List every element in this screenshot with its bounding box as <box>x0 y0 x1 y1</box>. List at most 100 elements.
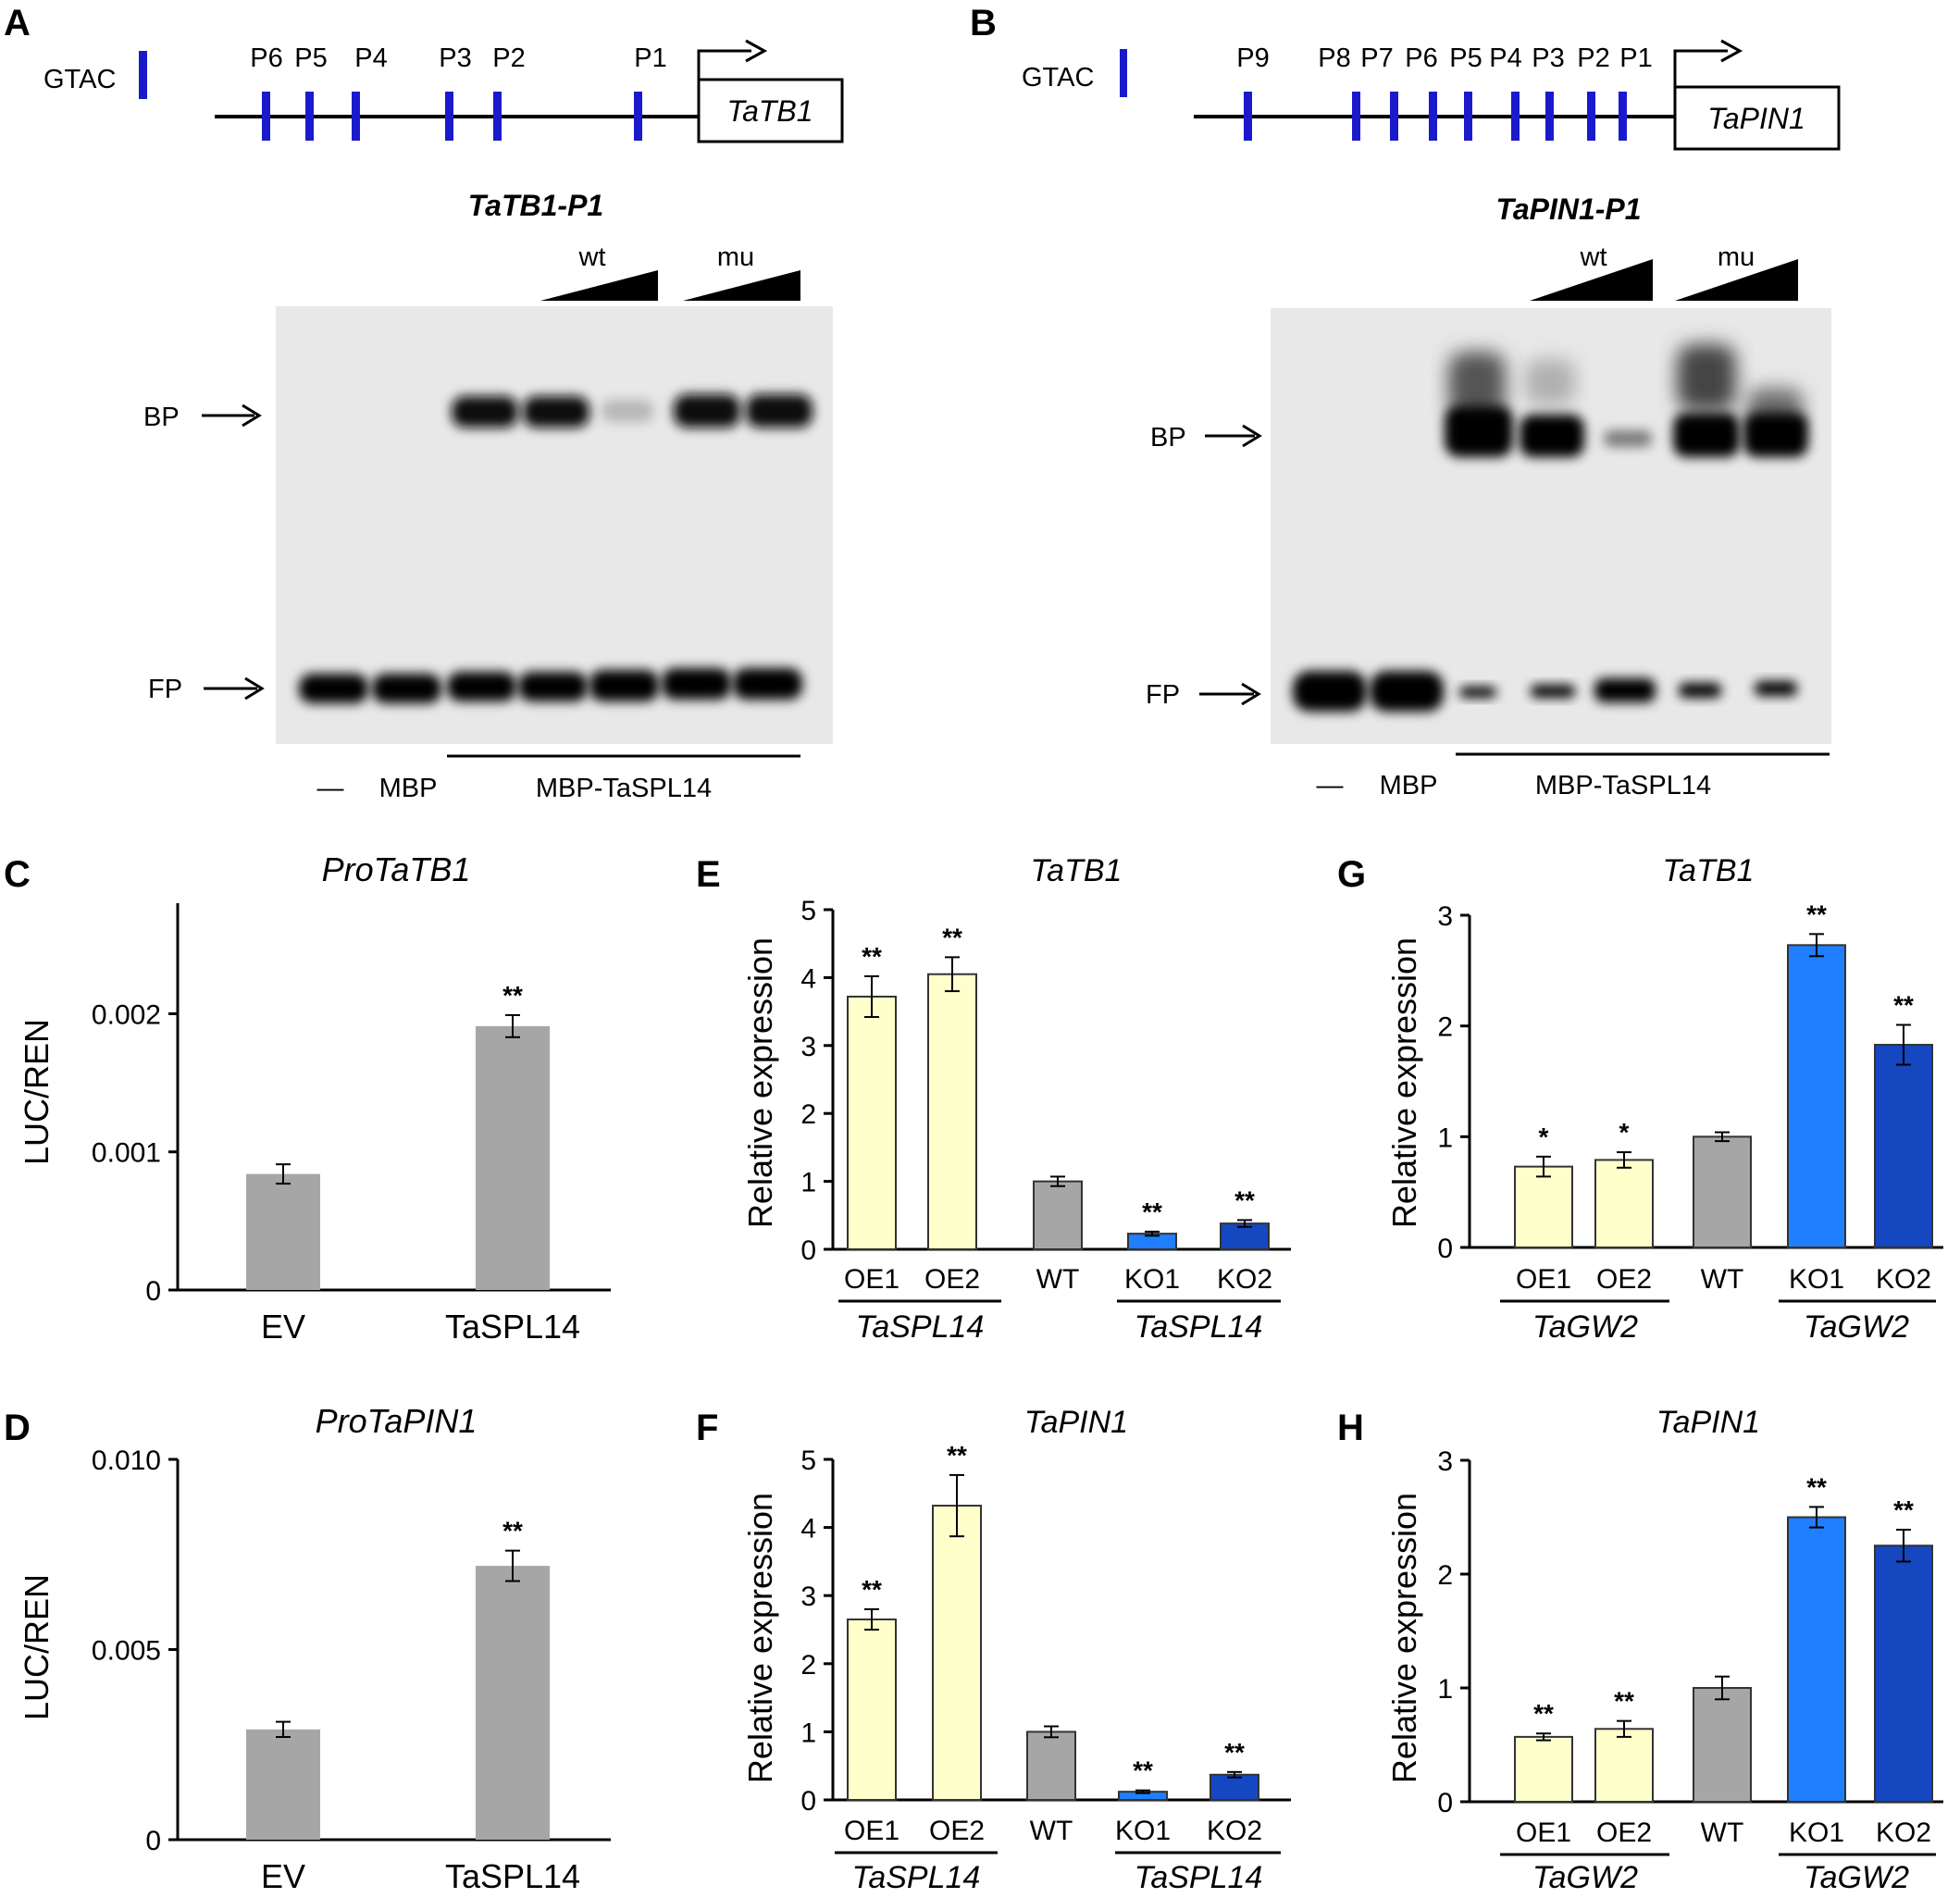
panel-a: A GTAC P6 P5 P4 P3 P2 P1 TaTB1 TaTB1-P1 … <box>4 3 844 803</box>
y-tick-label: 5 <box>800 1445 816 1476</box>
site-mark-p3 <box>445 92 453 141</box>
site-label-p8: P8 <box>1318 43 1350 73</box>
bp-band-lane6 <box>1673 413 1740 457</box>
bp-band-lane5 <box>1604 430 1652 447</box>
site-label-p3: P3 <box>439 43 471 73</box>
lane-minus-label: — <box>317 774 344 803</box>
free-probe-bands <box>299 668 802 703</box>
fp-band-lane7 <box>733 668 802 700</box>
chart-e: E TaTB1 Relative expression 0 1 2 3 4 5 ** OE1 ** OE… <box>696 853 1291 1345</box>
bar-oe1 <box>1514 1165 1573 1248</box>
bp-smear-lane3 <box>1448 352 1506 416</box>
y-tick-label: 0.010 <box>92 1445 161 1476</box>
y-axis-label: Relative expression <box>1385 937 1423 1228</box>
bp-band-lane3 <box>452 396 518 428</box>
fp-band-lane3 <box>1459 687 1496 698</box>
bound-probe-bands <box>452 394 813 428</box>
significance-mark: ** <box>1614 1687 1634 1716</box>
site-mark-p2 <box>1587 92 1595 141</box>
group-label: TaSPL14 <box>852 1860 981 1895</box>
wt-label: wt <box>578 242 606 272</box>
significance-mark: ** <box>1533 1699 1554 1728</box>
panel-label: H <box>1337 1408 1364 1448</box>
y-axis-label: LUC/REN <box>18 1019 56 1165</box>
mu-gradient-wedge <box>683 270 800 301</box>
site-label-p7: P7 <box>1360 43 1393 73</box>
y-tick-label: 0 <box>800 1786 816 1817</box>
site-label-p5: P5 <box>1449 43 1482 73</box>
significance-mark: ** <box>1142 1197 1162 1226</box>
significance-mark: ** <box>1806 899 1827 928</box>
category-label: KO2 <box>1217 1264 1272 1295</box>
chart-h: H TaPIN1 Relative expression 0 1 2 3 ** OE1 ** OE2… <box>1337 1405 1943 1895</box>
bar-wt <box>1693 1687 1752 1803</box>
site-label-p3: P3 <box>1532 43 1564 73</box>
site-label-p1: P1 <box>1619 43 1652 73</box>
y-tick-label: 2 <box>800 1099 816 1130</box>
y-axis-label: Relative expression <box>1385 1493 1423 1783</box>
bar-oe1 <box>847 1618 897 1801</box>
bar-wt <box>1026 1731 1076 1802</box>
panel-label: F <box>696 1408 718 1448</box>
site-mark-p7 <box>1390 92 1398 141</box>
gtac-legend-label: GTAC <box>43 65 116 94</box>
y-tick-label: 1 <box>1437 1123 1453 1153</box>
bp-arrow-head <box>1242 424 1262 448</box>
panel-label: C <box>4 854 31 895</box>
site-mark-p1 <box>1619 92 1627 141</box>
fp-label: FP <box>148 675 182 704</box>
bound-probe-bands <box>1445 344 1808 457</box>
category-label: WT <box>1036 1264 1080 1295</box>
y-tick-label: 0 <box>1437 1234 1453 1264</box>
fp-band-lane5 <box>589 670 659 701</box>
category-label: TaSPL14 <box>445 1308 580 1346</box>
chart-title: TaPIN1 <box>1024 1405 1128 1440</box>
wt-gradient-wedge <box>540 270 658 301</box>
site-mark-p8 <box>1352 92 1360 141</box>
panel-b: B GTAC P9 P8 P7 P6 P5 P4 P3 P2 P1 <box>970 3 1841 800</box>
fp-label: FP <box>1146 680 1180 710</box>
fp-band-lane2 <box>372 674 441 703</box>
bar-ko1 <box>1787 944 1846 1248</box>
gtac-legend-mark <box>1120 49 1127 97</box>
site-mark-p5 <box>1464 92 1472 141</box>
category-label: OE2 <box>929 1816 985 1846</box>
significance-mark: ** <box>942 923 962 951</box>
site-label-p1: P1 <box>634 43 666 73</box>
y-tick-label: 0.002 <box>92 999 161 1030</box>
tss-arrow-head <box>1720 39 1743 63</box>
gene-name: TaTB1 <box>726 94 813 128</box>
group-label: TaSPL14 <box>1135 1860 1263 1895</box>
category-label: KO1 <box>1789 1264 1844 1295</box>
group-label: TaGW2 <box>1804 1309 1909 1345</box>
wt-label: wt <box>1580 242 1607 272</box>
panel-b-label: B <box>970 3 997 43</box>
bp-band-lane5 <box>602 400 653 422</box>
y-tick-label: 4 <box>800 963 816 994</box>
site-label-p6: P6 <box>1405 43 1437 73</box>
site-label-p5: P5 <box>294 43 327 73</box>
group-label: TaGW2 <box>1532 1860 1638 1895</box>
bar-oe2 <box>932 1505 982 1801</box>
lane-protein-label: MBP-TaSPL14 <box>536 774 712 803</box>
gel-title: TaPIN1-P1 <box>1495 192 1641 226</box>
site-mark-p4 <box>352 92 360 141</box>
bar-oe1 <box>847 995 897 1251</box>
fp-band-lane1 <box>1293 671 1367 712</box>
site-label-p2: P2 <box>1577 43 1609 73</box>
category-label: OE1 <box>844 1816 899 1846</box>
tss-arrow-head <box>745 39 768 63</box>
category-label: OE2 <box>1596 1817 1652 1848</box>
category-label: OE2 <box>924 1264 980 1295</box>
mu-gradient-wedge <box>1675 259 1798 301</box>
category-label: WT <box>1701 1264 1744 1295</box>
y-axis-label: Relative expression <box>741 937 779 1228</box>
lane-minus-label: — <box>1317 771 1344 800</box>
wt-gradient-wedge <box>1530 259 1653 301</box>
category-label: WT <box>1030 1816 1073 1846</box>
category-label: KO2 <box>1876 1817 1931 1848</box>
site-label-p6: P6 <box>250 43 282 73</box>
fp-band-lane4 <box>518 672 588 701</box>
category-label: KO2 <box>1876 1264 1931 1295</box>
y-tick-label: 2 <box>800 1650 816 1681</box>
